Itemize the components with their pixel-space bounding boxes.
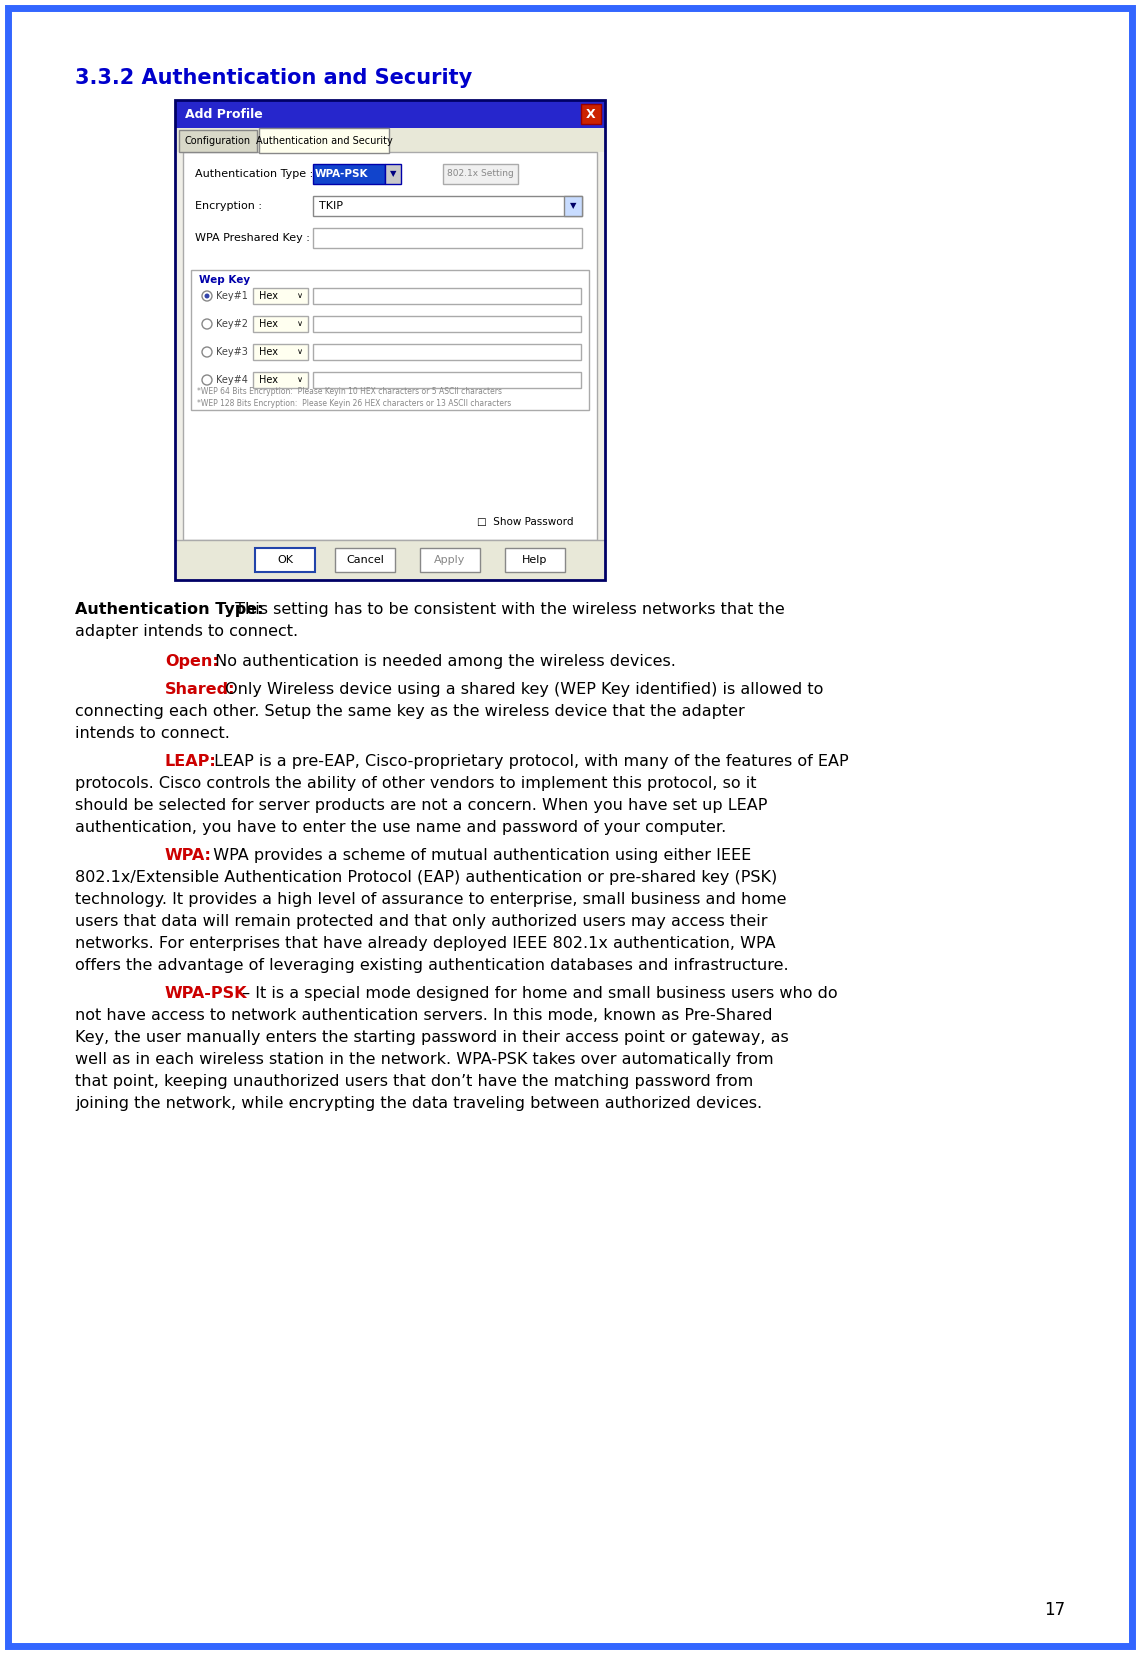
Text: ∨: ∨	[296, 375, 303, 384]
Text: – It is a special mode designed for home and small business users who do: – It is a special mode designed for home…	[237, 986, 838, 1001]
Bar	[253, 372, 308, 389]
Text: □  Show Password: □ Show Password	[477, 518, 573, 528]
Text: ∨: ∨	[296, 291, 303, 301]
Bar	[314, 316, 581, 332]
Text: Hex: Hex	[259, 319, 278, 329]
Text: *WEP 64 Bits Encryption:  Please Keyin 10 HEX characters or 5 ASCII characters: *WEP 64 Bits Encryption: Please Keyin 10…	[197, 387, 502, 397]
Bar	[385, 164, 401, 184]
Text: Authentication Type :: Authentication Type :	[195, 169, 314, 179]
Bar	[314, 288, 581, 304]
Bar	[253, 316, 308, 332]
Bar	[253, 288, 308, 304]
Text: No authentication is needed among the wireless devices.: No authentication is needed among the wi…	[210, 653, 676, 668]
Bar	[314, 164, 385, 184]
Text: OK: OK	[277, 556, 293, 566]
Bar	[176, 539, 605, 581]
Text: Authentication Type:: Authentication Type:	[75, 602, 263, 617]
Text: ▼: ▼	[570, 202, 576, 210]
Text: WPA provides a scheme of mutual authentication using either IEEE: WPA provides a scheme of mutual authenti…	[203, 849, 751, 863]
Text: Key#1: Key#1	[215, 291, 247, 301]
Text: that point, keeping unauthorized users that don’t have the matching password fro: that point, keeping unauthorized users t…	[75, 1073, 754, 1088]
Bar	[505, 547, 565, 572]
Text: Hex: Hex	[259, 347, 278, 357]
Text: WPA-PSK: WPA-PSK	[315, 169, 368, 179]
Bar	[581, 104, 601, 124]
Text: technology. It provides a high level of assurance to enterprise, small business : technology. It provides a high level of …	[75, 892, 787, 906]
Text: X: X	[586, 108, 596, 121]
Text: Authentication and Security: Authentication and Security	[255, 136, 392, 146]
Text: Configuration: Configuration	[185, 136, 251, 146]
Bar	[314, 344, 581, 361]
Text: Apply: Apply	[434, 556, 465, 566]
Text: protocols. Cisco controls the ability of other vendors to implement this protoco: protocols. Cisco controls the ability of…	[75, 776, 757, 791]
Bar	[192, 270, 589, 410]
Text: WPA Preshared Key :: WPA Preshared Key :	[195, 233, 310, 243]
Text: Wep Key: Wep Key	[200, 275, 250, 284]
Text: Cancel: Cancel	[347, 556, 384, 566]
Text: Key#3: Key#3	[215, 347, 247, 357]
Bar	[184, 152, 597, 539]
Text: 802.1x Setting: 802.1x Setting	[447, 169, 514, 179]
Text: WPA-PSK: WPA-PSK	[165, 986, 247, 1001]
Text: intends to connect.: intends to connect.	[75, 726, 230, 741]
Text: connecting each other. Setup the same key as the wireless device that the adapte: connecting each other. Setup the same ke…	[75, 705, 744, 719]
Bar	[564, 197, 583, 217]
Text: LEAP is a pre-EAP, Cisco-proprietary protocol, with many of the features of EAP: LEAP is a pre-EAP, Cisco-proprietary pro…	[209, 754, 848, 769]
Text: ∨: ∨	[296, 347, 303, 357]
Text: *WEP 128 Bits Encryption:  Please Keyin 26 HEX characters or 13 ASCII characters: *WEP 128 Bits Encryption: Please Keyin 2…	[197, 400, 511, 409]
Bar	[314, 228, 583, 248]
Text: well as in each wireless station in the network. WPA-PSK takes over automaticall: well as in each wireless station in the …	[75, 1052, 774, 1067]
Text: LEAP:: LEAP:	[165, 754, 217, 769]
Text: Hex: Hex	[259, 375, 278, 385]
Text: Key, the user manually enters the starting password in their access point or gat: Key, the user manually enters the starti…	[75, 1030, 789, 1045]
Text: users that data will remain protected and that only authorized users may access : users that data will remain protected an…	[75, 915, 767, 930]
Bar	[253, 344, 308, 361]
Circle shape	[204, 293, 210, 298]
Bar	[314, 197, 583, 217]
Bar	[335, 547, 394, 572]
Bar	[420, 547, 480, 572]
Text: WPA:: WPA:	[165, 849, 212, 863]
Text: Encryption :: Encryption :	[195, 202, 262, 212]
Text: authentication, you have to enter the use name and password of your computer.: authentication, you have to enter the us…	[75, 820, 726, 835]
Text: Open:: Open:	[165, 653, 219, 668]
Text: networks. For enterprises that have already deployed IEEE 802.1x authentication,: networks. For enterprises that have alre…	[75, 936, 775, 951]
Text: TKIP: TKIP	[319, 202, 343, 212]
Text: not have access to network authentication servers. In this mode, known as Pre-Sh: not have access to network authenticatio…	[75, 1007, 773, 1024]
Bar	[255, 547, 315, 572]
Bar	[176, 99, 605, 127]
Text: Only Wireless device using a shared key (WEP Key identified) is allowed to: Only Wireless device using a shared key …	[220, 681, 823, 696]
Bar	[176, 99, 605, 581]
Text: Help: Help	[522, 556, 547, 566]
Bar	[443, 164, 518, 184]
Bar	[179, 131, 256, 152]
Text: Key#2: Key#2	[215, 319, 249, 329]
Text: should be selected for server products are not a concern. When you have set up L: should be selected for server products a…	[75, 797, 767, 814]
Text: Add Profile: Add Profile	[185, 108, 262, 121]
Bar	[259, 127, 389, 154]
Text: 802.1x/Extensible Authentication Protocol (EAP) authentication or pre-shared key: 802.1x/Extensible Authentication Protoco…	[75, 870, 777, 885]
Text: 3.3.2 Authentication and Security: 3.3.2 Authentication and Security	[75, 68, 472, 88]
Text: Shared:: Shared:	[165, 681, 236, 696]
Bar	[314, 372, 581, 389]
Text: ▼: ▼	[390, 169, 397, 179]
Text: ∨: ∨	[296, 319, 303, 329]
Text: offers the advantage of leveraging existing authentication databases and infrast: offers the advantage of leveraging exist…	[75, 958, 789, 973]
Text: Key#4: Key#4	[215, 375, 247, 385]
Bar	[176, 127, 605, 152]
Text: joining the network, while encrypting the data traveling between authorized devi: joining the network, while encrypting th…	[75, 1097, 763, 1111]
Text: This setting has to be consistent with the wireless networks that the: This setting has to be consistent with t…	[230, 602, 784, 617]
Text: adapter intends to connect.: adapter intends to connect.	[75, 624, 299, 638]
Text: 17: 17	[1044, 1601, 1065, 1619]
Text: Hex: Hex	[259, 291, 278, 301]
Bar	[176, 127, 605, 581]
